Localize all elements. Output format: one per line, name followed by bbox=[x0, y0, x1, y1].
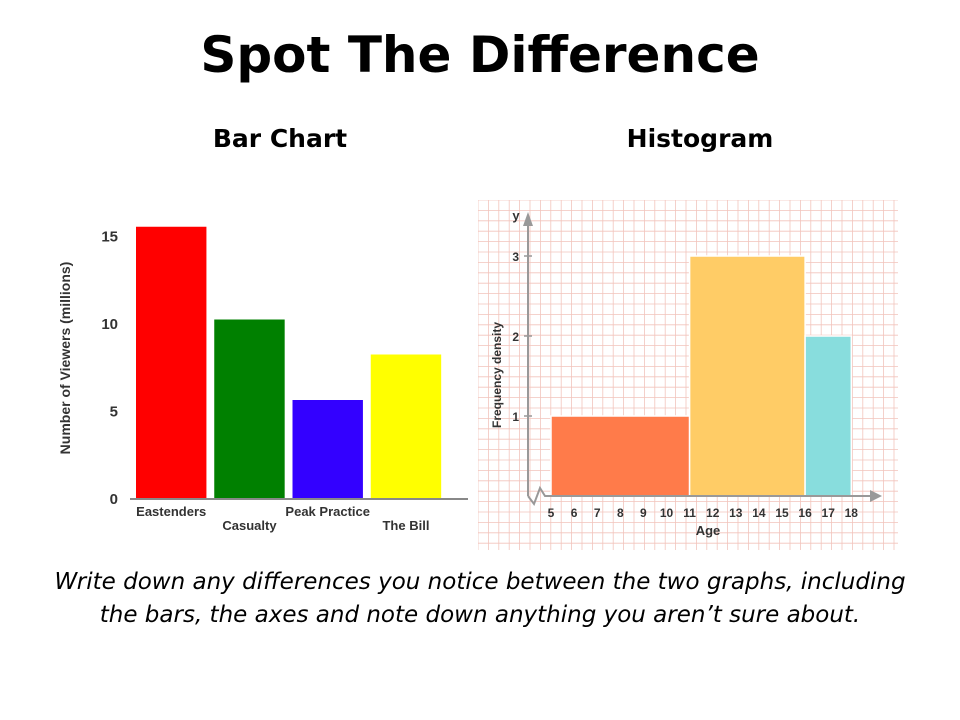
bar-category-label: The Bill bbox=[382, 518, 429, 533]
bar-the-bill bbox=[370, 354, 442, 498]
bar-eastenders bbox=[136, 226, 207, 498]
histogram-x-tick-6: 6 bbox=[571, 506, 578, 520]
bar-chart: Number of Viewers (millions) 0 5 10 15 Easten… bbox=[57, 226, 468, 533]
histogram-y-tick-3: 3 bbox=[512, 250, 519, 264]
bar-chart-heading: Bar Chart bbox=[212, 124, 348, 153]
bar-y-tick-10: 10 bbox=[101, 316, 118, 333]
instructions-text: Write down any differences you notice be… bbox=[54, 569, 906, 628]
histogram-x-axis bbox=[527, 485, 873, 507]
bar-casualty bbox=[214, 319, 285, 498]
histogram-y-axis-label: Frequency density bbox=[490, 322, 504, 428]
bar-peak-practice bbox=[292, 400, 363, 498]
histogram-x-axis-label: Age bbox=[696, 523, 721, 538]
histogram-bar-16-18 bbox=[804, 335, 853, 497]
histogram-x-tick-17: 17 bbox=[822, 506, 836, 520]
histogram-x-tick-15: 15 bbox=[775, 506, 789, 520]
bar-y-tick-0: 0 bbox=[110, 491, 118, 508]
bar-y-tick-15: 15 bbox=[101, 229, 118, 246]
histogram-heading: Histogram bbox=[626, 124, 774, 153]
bar-category-label: Eastenders bbox=[136, 504, 206, 519]
histogram-x-tick-5: 5 bbox=[548, 506, 555, 520]
histogram-x-tick-16: 16 bbox=[798, 506, 812, 520]
bar-category-label: Casualty bbox=[222, 518, 277, 533]
x-arrow-icon bbox=[870, 490, 882, 502]
histogram-bar-11-16 bbox=[688, 255, 806, 497]
histogram-x-tick-18: 18 bbox=[845, 506, 859, 520]
histogram-x-tick-12: 12 bbox=[706, 506, 720, 520]
histogram-x-tick-7: 7 bbox=[594, 506, 601, 520]
histogram-x-tick-14: 14 bbox=[752, 506, 766, 520]
histogram-x-tick-8: 8 bbox=[617, 506, 624, 520]
histogram-x-tick-13: 13 bbox=[729, 506, 743, 520]
histogram-y-axis-letter: y bbox=[512, 208, 520, 223]
slide-title: Spot The Difference bbox=[200, 26, 760, 84]
histogram-y-tick-2: 2 bbox=[512, 330, 519, 344]
histogram-y-tick-1: 1 bbox=[512, 410, 519, 424]
histogram-x-tick-10: 10 bbox=[660, 506, 674, 520]
bar-y-axis-label: Number of Viewers (millions) bbox=[57, 262, 73, 455]
bar-y-tick-5: 5 bbox=[110, 404, 118, 421]
histogram-x-tick-9: 9 bbox=[640, 506, 647, 520]
y-arrow-icon bbox=[523, 212, 533, 226]
histogram-bar-5-11 bbox=[550, 415, 691, 497]
bar-category-label: Peak Practice bbox=[285, 504, 370, 519]
histogram-x-tick-11: 11 bbox=[683, 506, 696, 520]
